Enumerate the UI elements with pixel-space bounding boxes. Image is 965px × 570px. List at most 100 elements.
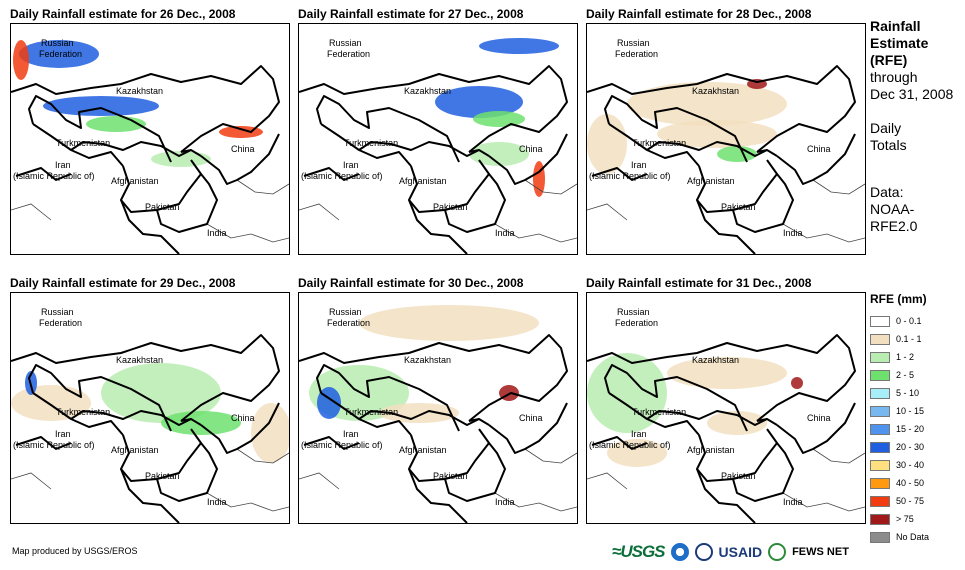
- country-label: India: [495, 497, 515, 507]
- country-border: [591, 436, 648, 450]
- country-label: Federation: [39, 318, 82, 328]
- minor-border: [524, 448, 577, 464]
- country-label: Pakistan: [145, 471, 180, 481]
- legend-item: 50 - 75: [870, 492, 929, 510]
- country-label: Kazakhstan: [404, 355, 451, 365]
- country-border: [320, 123, 412, 167]
- country-label: Kazakhstan: [116, 355, 163, 365]
- rainfall-area: [587, 114, 627, 174]
- rainfall-area: [13, 40, 29, 80]
- country-label: India: [495, 228, 515, 238]
- info-data-src1: NOAA-: [870, 201, 915, 217]
- rainfall-area: [607, 439, 667, 467]
- country-label: China: [807, 144, 831, 154]
- info-daily: Daily: [870, 120, 902, 136]
- country-border: [303, 436, 360, 450]
- info-through: through: [870, 69, 918, 85]
- country-label: Federation: [327, 318, 370, 328]
- country-border: [180, 418, 192, 422]
- rainfall-area: [251, 403, 289, 463]
- country-label: Afghanistan: [111, 176, 159, 186]
- country-label: China: [231, 144, 255, 154]
- rainfall-map: Russian Federation Kazakhstan Turkmenistan I…: [298, 292, 578, 524]
- minor-border: [812, 448, 865, 464]
- country-border: [776, 402, 856, 454]
- legend-label: 20 - 30: [896, 442, 925, 452]
- legend-item: No Data: [870, 528, 929, 546]
- country-label: (Islamic Republic of): [13, 171, 95, 181]
- legend-label: 50 - 75: [896, 496, 925, 506]
- rainfall-area: [435, 86, 523, 118]
- country-label: Pakistan: [721, 471, 756, 481]
- legend-items: 0 - 0.1 0.1 - 1 1 - 2 2 - 5 5 - 10 10 - 15 15 …: [870, 312, 929, 546]
- legend-item: 10 - 15: [870, 402, 929, 420]
- country-label: Afghanistan: [399, 176, 447, 186]
- country-border: [468, 149, 480, 153]
- legend-title: RFE (mm): [870, 292, 927, 306]
- country-border: [11, 334, 280, 422]
- legend-swatch: [870, 315, 890, 327]
- country-label: China: [519, 413, 543, 423]
- country-border: [408, 199, 468, 254]
- panel-title: Daily Rainfall estimate for 27 Dec., 200…: [298, 7, 524, 21]
- globe-icon: [768, 543, 787, 561]
- country-border: [120, 199, 180, 254]
- legend-swatch: [870, 441, 890, 453]
- country-border: [608, 123, 700, 167]
- country-border: [28, 364, 172, 432]
- country-label: Afghanistan: [111, 445, 159, 455]
- rainfall-area: [161, 411, 241, 435]
- country-label: Turkmenistan: [632, 407, 686, 417]
- country-border: [28, 95, 172, 163]
- panel-title: Daily Rainfall estimate for 31 Dec., 200…: [586, 276, 812, 290]
- legend-swatch: [870, 513, 890, 525]
- info-block: Rainfall Estimate (RFE) through Dec 31, …: [870, 18, 965, 235]
- country-border: [756, 149, 768, 153]
- country-border: [15, 167, 72, 181]
- noaa-logo-icon: [670, 543, 689, 561]
- country-border: [156, 173, 218, 233]
- rainfall-area: [19, 40, 99, 68]
- country-border: [608, 392, 700, 436]
- rainfall-area: [717, 146, 757, 162]
- legend-swatch: [870, 351, 890, 363]
- minor-border: [782, 223, 865, 243]
- country-border: [732, 173, 794, 233]
- legend-item: 0 - 0.1: [870, 312, 929, 330]
- country-border: [70, 410, 202, 426]
- country-border: [200, 133, 280, 185]
- legend-item: 1 - 2: [870, 348, 929, 366]
- legend-item: 30 - 40: [870, 456, 929, 474]
- country-border: [444, 173, 506, 233]
- minor-border: [524, 179, 577, 195]
- country-border: [120, 468, 180, 523]
- country-border: [756, 418, 768, 422]
- legend-label: No Data: [896, 532, 930, 542]
- country-label: India: [783, 497, 803, 507]
- country-label: India: [783, 228, 803, 238]
- panel-title: Daily Rainfall estimate for 30 Dec., 200…: [298, 276, 524, 290]
- country-label: Iran: [55, 429, 71, 439]
- minor-border: [206, 223, 289, 243]
- country-border: [200, 402, 280, 454]
- country-label: Pakistan: [433, 471, 468, 481]
- legend: RFE (mm) 0 - 0.1 0.1 - 1 1 - 2 2 - 5 5 - 10 1…: [870, 292, 929, 546]
- legend-label: 2 - 5: [896, 370, 915, 380]
- country-label: Afghanistan: [687, 176, 735, 186]
- minor-border: [11, 472, 52, 490]
- country-border: [488, 402, 568, 454]
- usaid-logo: USAID: [718, 544, 763, 560]
- panel-31-dec: Daily Rainfall estimate for 31 Dec., 200…: [586, 275, 866, 524]
- rainfall-area: [791, 377, 803, 389]
- legend-label: 0.1 - 1: [896, 334, 922, 344]
- legend-item: 0.1 - 1: [870, 330, 929, 348]
- country-label: Afghanistan: [687, 445, 735, 455]
- minor-border: [206, 492, 289, 512]
- rainfall-area: [469, 142, 529, 166]
- country-border: [488, 133, 568, 185]
- panel-title: Daily Rainfall estimate for 28 Dec., 200…: [586, 7, 812, 21]
- country-border: [32, 392, 124, 436]
- country-label: Russian: [617, 307, 650, 317]
- country-label: Turkmenistan: [344, 407, 398, 417]
- panel-26-dec: Daily Rainfall estimate for 26 Dec., 200…: [10, 6, 290, 255]
